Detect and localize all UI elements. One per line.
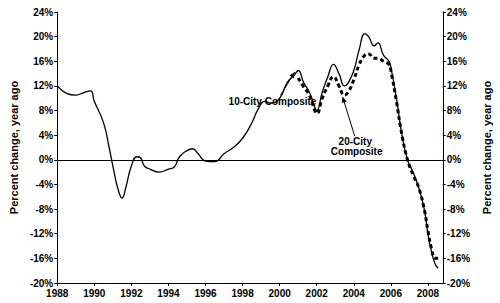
svg-text:24%: 24%: [33, 7, 53, 18]
svg-text:20%: 20%: [447, 31, 467, 42]
svg-text:4%: 4%: [447, 130, 462, 141]
svg-text:Composite: Composite: [331, 146, 383, 157]
svg-text:-4%: -4%: [447, 179, 465, 190]
svg-text:-12%: -12%: [447, 228, 470, 239]
svg-text:-16%: -16%: [447, 253, 470, 264]
svg-text:8%: 8%: [447, 105, 462, 116]
svg-text:-8%: -8%: [447, 204, 465, 215]
svg-text:20-City: 20-City: [338, 136, 375, 148]
svg-text:-20%: -20%: [29, 277, 54, 289]
svg-text:1998: 1998: [231, 288, 254, 299]
svg-text:Percent change, year ago: Percent change, year ago: [481, 81, 493, 215]
svg-text:-20%: -20%: [447, 278, 470, 289]
svg-text:10-City Composite: 10-City Composite: [229, 96, 317, 107]
svg-text:16%: 16%: [447, 56, 467, 67]
svg-text:1996: 1996: [194, 288, 217, 299]
svg-text:-16%: -16%: [30, 253, 53, 264]
svg-text:16%: 16%: [33, 56, 53, 67]
svg-text:24%: 24%: [447, 7, 467, 18]
svg-text:1994: 1994: [157, 288, 180, 299]
svg-text:2004: 2004: [343, 288, 366, 299]
svg-text:4%: 4%: [39, 130, 54, 141]
svg-text:1988: 1988: [46, 288, 69, 299]
svg-text:8%: 8%: [39, 105, 54, 116]
svg-text:20%: 20%: [33, 31, 53, 42]
svg-text:1990: 1990: [83, 288, 106, 299]
svg-text:2006: 2006: [380, 288, 403, 299]
svg-text:1992: 1992: [120, 288, 143, 299]
svg-text:0%: 0%: [39, 154, 54, 165]
svg-text:2002: 2002: [306, 288, 329, 299]
svg-text:-4%: -4%: [35, 179, 53, 190]
svg-text:2008: 2008: [417, 288, 440, 299]
svg-text:12%: 12%: [33, 80, 53, 91]
svg-text:Percent change, year ago: Percent change, year ago: [8, 81, 20, 215]
svg-text:0%: 0%: [447, 154, 462, 165]
svg-text:12%: 12%: [447, 80, 467, 91]
svg-text:-8%: -8%: [35, 204, 53, 215]
svg-text:-12%: -12%: [30, 228, 53, 239]
svg-text:2000: 2000: [269, 288, 292, 299]
